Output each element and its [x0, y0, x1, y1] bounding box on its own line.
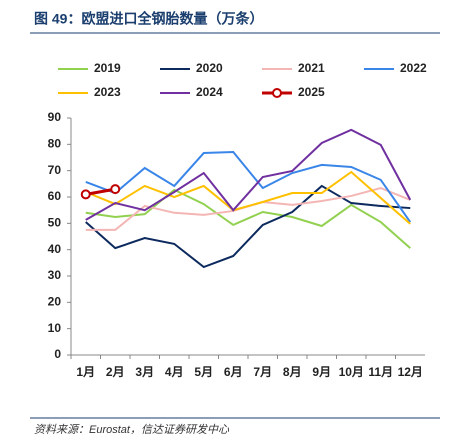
legend-label: 2019 — [94, 61, 121, 75]
y-tick-label: 50 — [48, 216, 62, 230]
x-tick-label: 3月 — [135, 365, 154, 379]
legend-label: 2023 — [94, 85, 121, 99]
series-line — [85, 150, 412, 223]
point — [80, 189, 91, 200]
x-tick-label: 2月 — [106, 365, 125, 379]
point — [110, 184, 121, 195]
y-tick-label: 10 — [48, 321, 62, 335]
y-tick-label: 40 — [48, 242, 62, 256]
legend-marker — [272, 88, 282, 98]
y-tick-label: 90 — [48, 110, 62, 124]
y-tick-label: 20 — [48, 295, 62, 309]
legend-label: 2022 — [400, 61, 427, 75]
y-tick-label: 30 — [48, 268, 62, 282]
legend-label: 2020 — [196, 61, 223, 75]
y-tick-label: 80 — [48, 137, 62, 151]
x-tick-label: 4月 — [165, 365, 184, 379]
legend-label: 2021 — [298, 61, 325, 75]
series-line — [85, 128, 412, 221]
x-tick-label: 5月 — [194, 365, 213, 379]
y-tick-label: 0 — [54, 347, 61, 361]
x-tick-label: 7月 — [253, 365, 272, 379]
y-tick-label: 70 — [48, 163, 62, 177]
legend-label: 2025 — [298, 85, 325, 99]
x-tick-label: 1月 — [76, 365, 95, 379]
x-tick-label: 8月 — [283, 365, 302, 379]
y-tick-label: 60 — [48, 189, 62, 203]
series-line — [85, 184, 411, 269]
x-tick-label: 12月 — [398, 365, 423, 379]
x-tick-label: 6月 — [224, 365, 243, 379]
legend-label: 2024 — [196, 85, 223, 99]
series-line — [85, 170, 411, 225]
source: 资料来源：Eurostat，信达证券研发中心 — [34, 423, 230, 436]
series-line — [85, 188, 411, 249]
x-tick-label: 9月 — [312, 365, 331, 379]
x-tick-label: 10月 — [339, 365, 364, 379]
x-tick-label: 11月 — [368, 365, 393, 379]
chart-title: 图 49：欧盟进口全钢胎数量（万条） — [34, 11, 263, 27]
